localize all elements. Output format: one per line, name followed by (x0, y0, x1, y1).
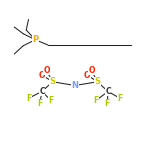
Text: N: N (72, 81, 78, 90)
Text: P: P (32, 35, 38, 44)
Text: S: S (94, 77, 100, 86)
Text: F: F (26, 94, 31, 103)
Text: F: F (37, 99, 42, 108)
Text: F: F (105, 99, 110, 108)
Text: O: O (43, 66, 50, 75)
Text: O: O (39, 70, 45, 80)
Text: C: C (105, 87, 111, 96)
Text: F: F (117, 94, 123, 103)
Text: F: F (48, 96, 54, 105)
Text: S: S (50, 77, 56, 86)
Text: O: O (88, 66, 95, 75)
Text: O: O (84, 70, 90, 80)
Text: F: F (93, 96, 99, 105)
Text: C: C (39, 87, 45, 96)
